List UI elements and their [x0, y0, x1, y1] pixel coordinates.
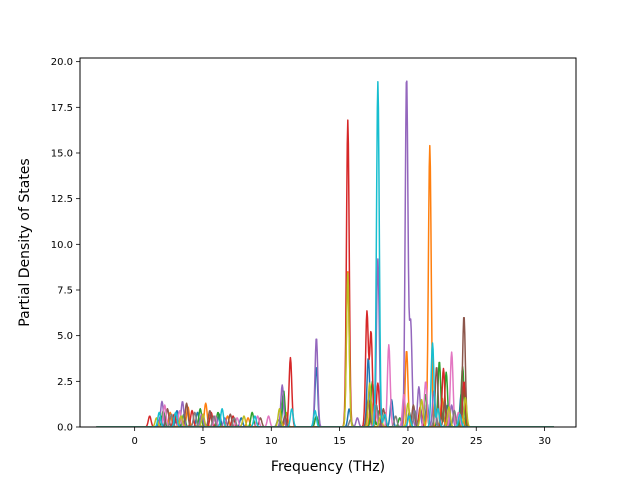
- pdos-series-line-3: [96, 361, 555, 427]
- x-tick-label: 20: [402, 436, 415, 447]
- plot-area: [96, 80, 555, 427]
- y-tick-label: 7.5: [57, 285, 73, 296]
- y-tick-label: 2.5: [57, 377, 73, 388]
- x-axis-ticks: 0 5 10 15 20 25 30: [131, 427, 551, 447]
- x-tick-label: 25: [470, 436, 483, 447]
- y-tick-label: 20.0: [51, 57, 73, 68]
- pdos-series-line-9: [96, 272, 555, 427]
- y-axis-ticks: 0.0 2.5 5.0 7.5 10.0 12.5 15.0 17.5 20.0: [51, 57, 80, 434]
- y-tick-label: 17.5: [51, 103, 73, 114]
- y-axis-label: Partial Density of States: [17, 158, 33, 326]
- x-axis-label: Frequency (THz): [271, 459, 385, 475]
- pdos-series-line-10: [96, 81, 555, 427]
- y-tick-label: 0.0: [57, 423, 73, 434]
- x-tick-label: 30: [538, 436, 551, 447]
- y-tick-label: 5.0: [57, 331, 73, 342]
- x-tick-label: 10: [265, 436, 278, 447]
- y-tick-label: 12.5: [51, 194, 73, 205]
- axes-frame: [79, 57, 577, 428]
- pdos-series-line-5: [96, 80, 555, 427]
- pdos-series-line-4: [96, 119, 555, 427]
- x-tick-label: 5: [200, 436, 206, 447]
- pdos-series-line-2: [96, 144, 555, 427]
- pdos-series-line-8: [96, 404, 555, 427]
- x-tick-label: 15: [333, 436, 346, 447]
- x-tick-label: 0: [131, 436, 137, 447]
- y-tick-label: 10.0: [51, 240, 73, 251]
- y-tick-label: 15.0: [51, 148, 73, 159]
